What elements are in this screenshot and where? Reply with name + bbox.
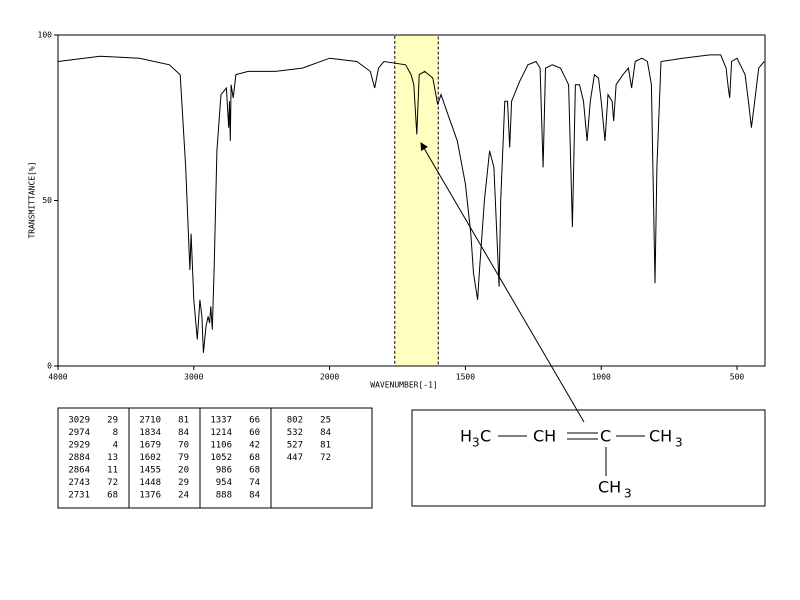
- peak-wavenumber: 527: [287, 441, 303, 451]
- x-tick-label: 2000: [320, 373, 339, 382]
- peak-transmittance: 29: [178, 478, 189, 488]
- peak-transmittance: 70: [178, 441, 189, 451]
- spectrum-line: [57, 54, 765, 353]
- plot: 4000 3000 2000 1500 1000 500 0 50 100: [38, 31, 765, 382]
- x-tick-label: 3000: [184, 373, 203, 382]
- atom: CH: [533, 427, 556, 446]
- peak-wavenumber: 2731: [68, 491, 90, 501]
- peak-wavenumber: 1052: [210, 453, 232, 463]
- peak-wavenumber: 888: [216, 491, 232, 501]
- peak-wavenumber: 1679: [139, 441, 161, 451]
- peak-transmittance: 25: [320, 416, 331, 426]
- y-tick-label: 50: [42, 196, 52, 205]
- atom: H: [460, 427, 472, 446]
- peak-transmittance: 79: [178, 453, 189, 463]
- x-tick-label: 1000: [592, 373, 611, 382]
- atom: C: [600, 427, 611, 446]
- peak-wavenumber: 2929: [68, 441, 90, 451]
- atom: C: [480, 427, 491, 446]
- peak-transmittance: 84: [178, 428, 189, 438]
- peak-transmittance: 60: [249, 428, 260, 438]
- peak-wavenumber: 1376: [139, 491, 161, 501]
- highlight: [394, 34, 439, 367]
- peak-wavenumber: 1337: [210, 416, 232, 426]
- atom: CH: [598, 478, 621, 497]
- peak-transmittance: 42: [249, 441, 260, 451]
- peak-transmittance: 81: [178, 416, 189, 426]
- peak-wavenumber: 3029: [68, 416, 90, 426]
- peak-wavenumber: 1214: [210, 428, 232, 438]
- peak-transmittance: 72: [107, 478, 118, 488]
- arrow: [420, 142, 585, 423]
- structure-frame: [411, 409, 766, 507]
- atom-sub: 3: [472, 436, 480, 450]
- peak-wavenumber: 954: [216, 478, 232, 488]
- structure: H 3 C CH C CH 3 CH 3: [411, 409, 766, 507]
- peak-wavenumber: 2710: [139, 416, 161, 426]
- peak-transmittance: 84: [320, 428, 331, 438]
- peak-transmittance: 11: [107, 466, 118, 476]
- peak-wavenumber: 1448: [139, 478, 161, 488]
- peak-transmittance: 81: [320, 441, 331, 451]
- peak-wavenumber: 1834: [139, 428, 161, 438]
- plot-frame: [57, 34, 766, 367]
- peak-transmittance: 68: [249, 466, 260, 476]
- peak-wavenumber: 532: [287, 428, 303, 438]
- peak-transmittance: 66: [249, 416, 260, 426]
- peak-transmittance: 13: [107, 453, 118, 463]
- x-tick-label: 4000: [48, 373, 67, 382]
- x-tick-label: 1500: [456, 373, 475, 382]
- atom-sub: 3: [624, 487, 632, 501]
- peak-wavenumber: 2884: [68, 453, 90, 463]
- peak-transmittance: 68: [249, 453, 260, 463]
- peak-transmittance: 4: [113, 441, 118, 451]
- peak-transmittance: 24: [178, 491, 189, 501]
- peak-transmittance: 72: [320, 453, 331, 463]
- peak-transmittance: 8: [113, 428, 118, 438]
- y-tick-label: 0: [47, 362, 52, 371]
- peak-wavenumber: 2974: [68, 428, 90, 438]
- y-axis-label: TRANSMITTANCE[%]: [28, 161, 37, 238]
- peak-transmittance: 74: [249, 478, 260, 488]
- peak-transmittance: 68: [107, 491, 118, 501]
- peak-wavenumber: 1455: [139, 466, 161, 476]
- peak-wavenumber: 1106: [210, 441, 232, 451]
- peak-transmittance: 84: [249, 491, 260, 501]
- peak-wavenumber: 447: [287, 453, 303, 463]
- peak-transmittance: 29: [107, 416, 118, 426]
- atom: CH: [649, 427, 672, 446]
- peak-transmittance: 20: [178, 466, 189, 476]
- peak-wavenumber: 986: [216, 466, 232, 476]
- x-tick-label: 500: [730, 373, 745, 382]
- peak-wavenumber: 802: [287, 416, 303, 426]
- x-axis-label: WAVENUMBER[-1]: [370, 381, 437, 390]
- table-frame: [57, 407, 373, 509]
- y-tick-label: 100: [38, 31, 53, 40]
- atom-sub: 3: [675, 436, 683, 450]
- peak-wavenumber: 2864: [68, 466, 90, 476]
- peak-wavenumber: 2743: [68, 478, 90, 488]
- peak-wavenumber: 1602: [139, 453, 161, 463]
